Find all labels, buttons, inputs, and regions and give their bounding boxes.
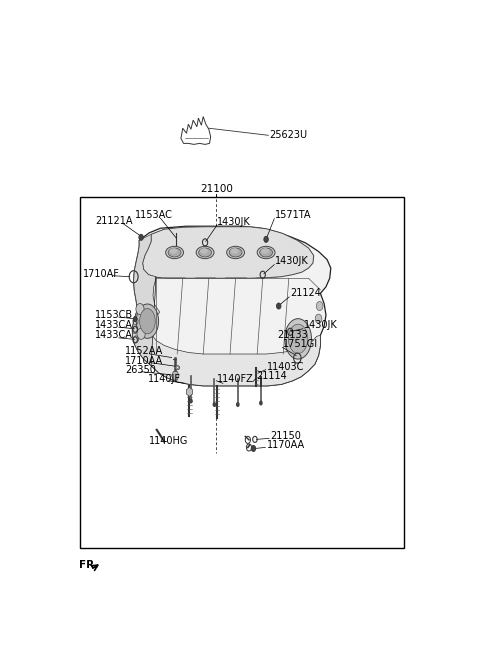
Text: 1153CB: 1153CB xyxy=(96,310,133,319)
Circle shape xyxy=(251,445,256,451)
Text: 1430JK: 1430JK xyxy=(275,256,309,266)
Ellipse shape xyxy=(175,365,180,370)
Ellipse shape xyxy=(257,246,275,258)
Ellipse shape xyxy=(166,246,183,258)
Text: 21124: 21124 xyxy=(290,289,321,298)
Ellipse shape xyxy=(177,367,179,369)
Ellipse shape xyxy=(260,248,273,257)
Circle shape xyxy=(236,402,240,407)
Bar xyxy=(81,197,404,548)
Text: 1153AC: 1153AC xyxy=(135,210,173,220)
Text: 21121A: 21121A xyxy=(96,216,133,226)
Text: 1140JF: 1140JF xyxy=(148,374,181,384)
Ellipse shape xyxy=(196,246,214,258)
Text: 1430JK: 1430JK xyxy=(217,217,251,227)
Text: 1140FZ: 1140FZ xyxy=(217,374,254,384)
Circle shape xyxy=(139,234,144,240)
Ellipse shape xyxy=(230,248,239,254)
Circle shape xyxy=(276,303,281,309)
Ellipse shape xyxy=(169,248,178,254)
Polygon shape xyxy=(132,234,156,365)
Text: 1152AA: 1152AA xyxy=(125,346,163,356)
Circle shape xyxy=(259,400,263,405)
Text: FR.: FR. xyxy=(79,560,98,569)
Text: 1710AA: 1710AA xyxy=(125,356,163,365)
Text: 1433CA: 1433CA xyxy=(96,331,133,340)
Polygon shape xyxy=(132,226,331,386)
Polygon shape xyxy=(151,277,321,386)
Text: 11403C: 11403C xyxy=(266,361,304,372)
Text: 21100: 21100 xyxy=(200,184,233,194)
Ellipse shape xyxy=(285,319,312,359)
Circle shape xyxy=(133,317,137,321)
Ellipse shape xyxy=(136,304,158,338)
Circle shape xyxy=(213,402,216,407)
Ellipse shape xyxy=(200,248,208,254)
Text: 25623U: 25623U xyxy=(269,131,307,140)
Ellipse shape xyxy=(199,248,212,257)
Ellipse shape xyxy=(136,304,144,315)
Text: 1170AA: 1170AA xyxy=(266,440,305,451)
Circle shape xyxy=(264,236,268,242)
Ellipse shape xyxy=(315,314,322,323)
Ellipse shape xyxy=(137,328,145,339)
Ellipse shape xyxy=(229,248,242,257)
Text: 1430JK: 1430JK xyxy=(304,320,337,330)
Polygon shape xyxy=(187,387,192,396)
Polygon shape xyxy=(143,227,314,278)
Text: 21133: 21133 xyxy=(277,330,308,340)
Text: 26350: 26350 xyxy=(125,365,156,375)
Ellipse shape xyxy=(140,308,155,334)
Text: 1140HG: 1140HG xyxy=(148,436,188,446)
Ellipse shape xyxy=(168,248,181,257)
Polygon shape xyxy=(172,371,179,380)
Text: 1710AF: 1710AF xyxy=(83,269,120,279)
Text: 21150: 21150 xyxy=(270,432,301,441)
Circle shape xyxy=(189,398,193,403)
Ellipse shape xyxy=(227,246,244,258)
Text: 1571TA: 1571TA xyxy=(275,210,312,220)
Text: 1433CA: 1433CA xyxy=(96,319,133,330)
Ellipse shape xyxy=(288,324,308,354)
Ellipse shape xyxy=(316,302,323,310)
Ellipse shape xyxy=(261,248,269,254)
Text: 1751GI: 1751GI xyxy=(283,339,318,349)
Text: 21114: 21114 xyxy=(256,371,287,380)
